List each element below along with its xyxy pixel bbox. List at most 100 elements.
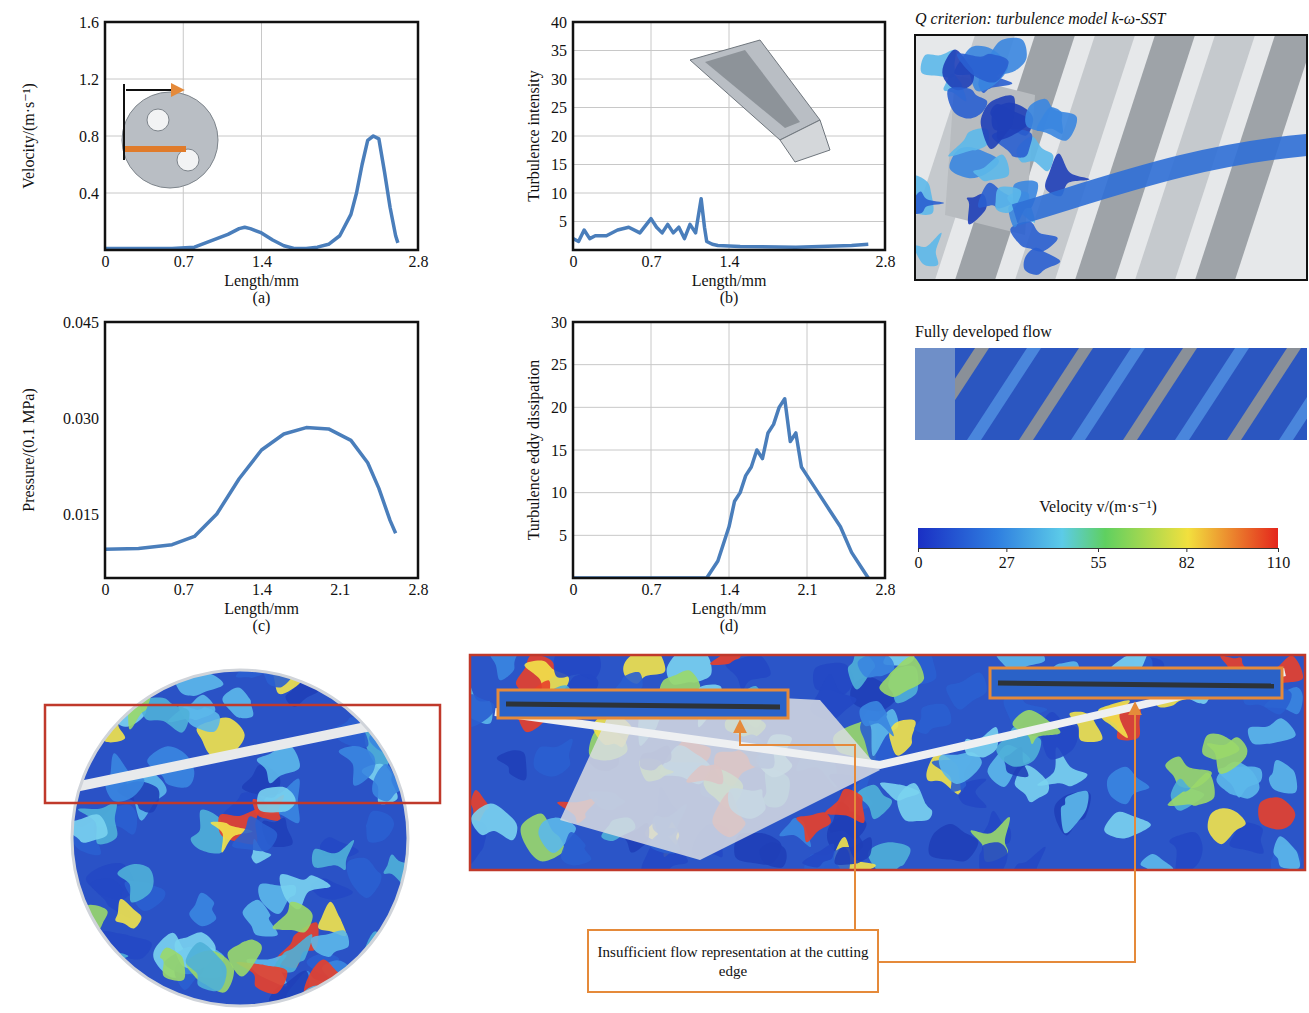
panel-title: Q criterion: turbulence model k-ω-SST [915,10,1166,27]
flow-patch [1024,248,1061,275]
y-tick: 15 [551,156,573,173]
x-tick-label: 1.4 [720,253,740,270]
inset-bracket [123,84,125,160]
flow-patch [979,842,1008,870]
x-axis-line [574,250,886,251]
plot-background [573,22,885,250]
flow-patch [957,53,1009,82]
y-axis-line [573,323,574,579]
y-axis-line [105,323,106,579]
y-axis: 0.40.81.21.6 [79,14,106,251]
cutting-edge [495,672,1285,765]
callout-text: Insufficient flow representation at the … [598,944,869,979]
flow-patch [889,720,916,756]
line-chart: 00.71.42.12.851015202530Length/mm(d)Turb… [525,314,896,635]
flow-patch [160,948,185,981]
flow-patch [834,837,872,865]
zoom-image [470,655,1305,870]
y-tick: 30 [551,71,573,88]
data-marks [573,199,868,247]
x-tick-label: 2.8 [876,253,896,270]
data-marks [573,399,868,578]
y-axis-title: Turbulence eddy dissipation [525,360,543,541]
plot-background [105,22,418,250]
flow-patch [369,661,408,689]
tool-shank [915,348,955,440]
y-tick-label: 10 [551,185,567,202]
y-tick-label: 20 [551,128,567,145]
x-tick: 0 [102,578,110,598]
x-tick: 0.7 [174,250,194,270]
inset-dimension [126,89,182,91]
x-tick: 2.8 [409,578,429,598]
plot-background [573,322,885,578]
colorbar-tick-mark [1278,548,1279,552]
x-axis-line [574,578,886,579]
x-tick-label: 0 [102,581,110,598]
data-line [573,199,868,247]
x-tick-label: 2.8 [409,253,429,270]
x-tick: 1.4 [252,578,272,598]
flow-patch [1169,832,1202,870]
panel-title: Fully developed flow [915,323,1052,341]
inset-section [124,146,186,152]
image-outline [72,670,408,1006]
colorbar-tick-mark [1186,548,1187,552]
flow-patch [760,842,787,867]
image-background [72,670,408,1006]
x-tick-label: 1.4 [252,253,272,270]
flow-patch [1207,737,1248,774]
flow-patch [1054,792,1091,836]
x-tick-label: 0 [570,253,578,270]
y-tick: 40 [551,14,573,31]
x-tick: 0 [570,578,578,598]
data-line [573,399,868,578]
y-tick-label: 25 [551,99,567,116]
inset-hole [177,149,199,171]
y-axis: 510152025303540 [551,14,574,251]
x-tick: 0.7 [642,578,662,598]
y-tick-label: 0.8 [79,128,99,145]
grid [105,22,418,250]
flow-patch [222,688,253,719]
colorbar-tick-mark [1006,548,1007,552]
highlight-box [498,690,788,718]
colorbar-tick-mark [1098,548,1099,552]
flow-patch [897,783,932,822]
grid-line-y [573,136,885,137]
colorbar-tick: 27 [999,548,1015,571]
zoom-region [45,705,440,803]
callout-line: edge [719,963,748,979]
x-tick: 0.7 [174,578,194,598]
x-tick-label: 2.8 [409,581,429,598]
y-tick: 0.8 [79,128,105,145]
y-tick: 10 [551,185,573,202]
flow-patch [369,710,407,752]
plot-frame [573,322,885,578]
inset-flute [705,50,800,128]
flow-patch [82,944,128,964]
flow-patch [471,804,517,841]
flow-patch [97,707,125,742]
grid-line-y [573,364,885,365]
plot-frame [573,22,885,250]
edge-line [506,704,780,707]
x-tick-label: 2.8 [876,581,896,598]
flow-patch [312,840,354,870]
flow-patch [243,900,278,937]
grid-line-y [573,535,885,536]
grid [573,22,885,250]
data-marks [105,136,398,249]
x-tick-label: 0.7 [174,253,194,270]
x-tick-label: 0.7 [642,253,662,270]
flow-patch [59,675,102,696]
y-tick-label: 10 [551,484,567,501]
colorbar-tick-label: 55 [1091,554,1107,571]
y-tick-label: 0.030 [63,410,99,427]
chart-title: (a) [253,289,271,307]
flow-patch [1269,760,1297,793]
flow-patch [280,874,331,909]
colorbar-tick: 110 [1267,548,1290,571]
flow-patch [1061,791,1089,834]
inset-tip [780,120,830,162]
